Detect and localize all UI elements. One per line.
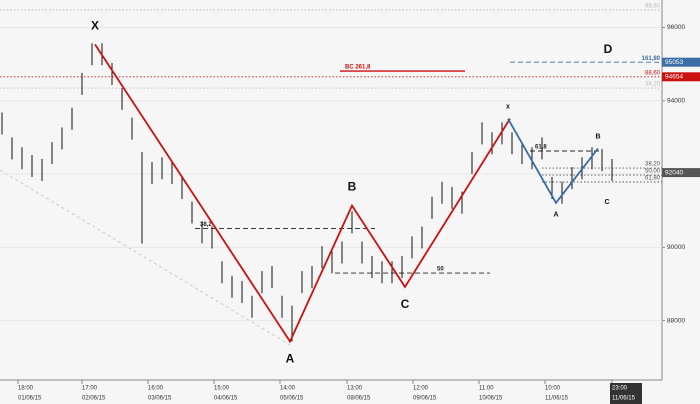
price-badge-label: 95053 bbox=[665, 59, 683, 66]
pattern-point-label: X bbox=[91, 19, 99, 33]
level-label: 38,20 bbox=[645, 82, 661, 88]
x-tick-label: 10:00 bbox=[545, 386, 561, 392]
price-badge-label: 92040 bbox=[665, 169, 683, 176]
x-tick-label: 17:00 bbox=[82, 386, 98, 392]
x-tick-label: 14:00 bbox=[280, 386, 296, 392]
price-badge-label: 94654 bbox=[665, 74, 683, 81]
level-label: 38,2 bbox=[200, 222, 212, 228]
y-tick-label: 88000 bbox=[667, 317, 685, 324]
x-tick-label: 11:00 bbox=[479, 386, 494, 392]
level-label: 98,60 bbox=[645, 4, 661, 10]
x-tick-highlight bbox=[610, 383, 642, 404]
x-tick-date: 04/06/15 bbox=[214, 396, 238, 402]
pattern-line bbox=[507, 118, 599, 205]
price-badge bbox=[662, 57, 700, 67]
pattern-point-label: B bbox=[595, 133, 600, 140]
x-tick-label: 15:00 bbox=[214, 386, 230, 392]
x-tick-date: 02/06/15 bbox=[82, 396, 106, 402]
price-badge bbox=[662, 168, 700, 178]
x-tick-label: 12:00 bbox=[413, 386, 429, 392]
x-tick-date: 08/06/15 bbox=[347, 396, 371, 402]
level-label: 38,20 bbox=[645, 162, 661, 168]
level-label: 61,80 bbox=[645, 176, 661, 182]
pattern-point-label: B bbox=[348, 180, 357, 194]
x-tick-date: 09/06/15 bbox=[413, 396, 437, 402]
pattern-point-label: x bbox=[506, 104, 510, 111]
pattern-line bbox=[94, 43, 511, 344]
y-tick-label: 96000 bbox=[667, 24, 685, 31]
x-tick-date: 11/06/15 bbox=[612, 396, 636, 402]
level-label: 50,00 bbox=[645, 169, 661, 175]
x-tick-date: 05/06/15 bbox=[280, 396, 304, 402]
x-tick-label: 13:00 bbox=[347, 386, 363, 392]
pattern-point-label: C bbox=[604, 199, 609, 206]
y-tick-label: 90000 bbox=[667, 244, 685, 251]
x-tick-label: 16:00 bbox=[148, 386, 164, 392]
x-tick-date: 01/06/15 bbox=[18, 396, 42, 402]
x-tick-label: 23:00 bbox=[612, 386, 628, 392]
x-tick-date: 11/06/15 bbox=[545, 396, 569, 402]
pattern-point-label: C bbox=[401, 297, 410, 311]
x-tick-date: 10/06/15 bbox=[479, 396, 503, 402]
level-label: 88,60 bbox=[645, 70, 661, 76]
pattern-point-label: A bbox=[553, 212, 558, 219]
pattern-point-label: D bbox=[604, 42, 613, 56]
y-tick-label: 94000 bbox=[667, 97, 685, 104]
level-label: 61,8 bbox=[535, 145, 547, 151]
price-badge bbox=[662, 72, 700, 82]
level-label: BC 261,8 bbox=[345, 65, 371, 71]
x-tick-date: 03/06/15 bbox=[148, 396, 172, 402]
pattern-point-label: A bbox=[286, 352, 295, 366]
x-tick-label: 18:00 bbox=[18, 386, 34, 392]
level-label: 50 bbox=[437, 267, 444, 273]
level-label: 161,80 bbox=[642, 56, 661, 62]
trend-line bbox=[0, 169, 291, 346]
